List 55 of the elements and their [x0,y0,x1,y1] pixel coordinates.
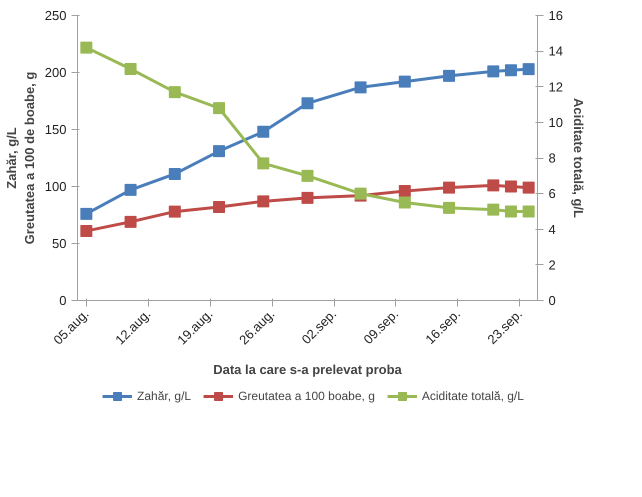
point [398,196,411,209]
point [522,205,535,218]
point [257,195,270,208]
point [443,202,456,214]
y-tick-label: 200 [44,65,67,80]
point [168,206,181,218]
y-axis-title: Zahăr, g/L Greutatea a 100 de boabe, g [4,72,37,244]
y-tick-label: 250 [44,8,67,23]
point [124,62,137,75]
point [398,185,411,198]
y2-tick-label: 0 [548,293,556,308]
y2-tick-label: 14 [548,44,563,59]
point [257,126,270,138]
point [302,170,314,182]
point [487,179,500,192]
point [168,86,181,98]
y2-tick-label: 2 [548,257,556,272]
y2-tick-label: 10 [548,114,563,130]
y2-tick-label: 4 [548,222,556,237]
point [124,184,137,196]
y2-tick-label: 6 [548,186,556,202]
y-tick-label: 100 [44,179,67,194]
point [302,192,314,204]
legend-label: Aciditate totală, g/L [422,389,524,403]
point [213,201,226,214]
point [504,64,517,76]
point [487,204,500,216]
legend-label: Greutatea a 100 boabe, g [238,389,375,403]
x-axis-title: Data la care s-a prelevat proba [213,362,403,377]
point [522,63,535,76]
point [124,216,137,228]
point [257,157,270,170]
point [168,168,181,180]
point [302,97,314,110]
point [80,208,92,220]
point [80,42,92,54]
point [504,205,517,218]
y-tick-label: 50 [52,236,67,251]
point [398,76,411,88]
point [522,182,535,194]
point [80,224,92,237]
y2-tick-label: 16 [548,8,563,23]
point [443,182,456,194]
point [443,70,456,82]
point [354,81,367,94]
y-tick-label: 150 [44,122,67,137]
y2-tick-label: 8 [548,150,556,166]
point [213,145,226,158]
y2-tick-label: 12 [548,79,563,94]
legend-label: Zahăr, g/L [137,389,192,403]
point [487,65,500,78]
point [504,180,517,192]
y-tick-label: 0 [59,293,67,308]
y2-axis-title: Aciditate totală, g/L [570,98,586,218]
point [213,102,226,114]
